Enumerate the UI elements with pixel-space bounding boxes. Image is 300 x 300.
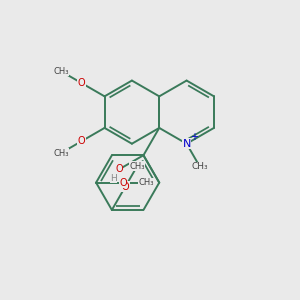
Text: O: O xyxy=(77,136,85,146)
Text: O: O xyxy=(77,78,85,88)
Text: N: N xyxy=(182,139,191,149)
Text: O: O xyxy=(122,182,129,192)
Text: CH₃: CH₃ xyxy=(53,67,68,76)
Text: CH₃: CH₃ xyxy=(192,163,208,172)
Text: O: O xyxy=(119,178,127,188)
Text: CH₃: CH₃ xyxy=(139,178,154,187)
Text: CH₃: CH₃ xyxy=(129,162,145,171)
Text: CH₃: CH₃ xyxy=(53,149,68,158)
Text: O: O xyxy=(115,164,123,175)
Text: +: + xyxy=(190,132,197,142)
Text: H: H xyxy=(110,174,116,183)
